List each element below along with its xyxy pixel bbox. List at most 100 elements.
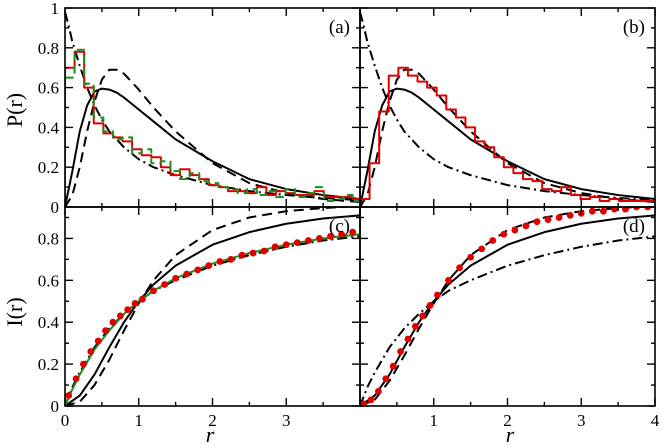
data-point-d-14	[478, 245, 486, 253]
data-point-c-1	[72, 375, 80, 383]
data-point-d-12	[456, 264, 463, 272]
panel-label-c: (c)	[329, 216, 350, 237]
series-a-solid	[65, 87, 360, 207]
data-point-d-8	[419, 312, 427, 320]
data-point-d-2	[375, 387, 382, 395]
y-tick-label-c-1: 0.2	[38, 355, 59, 374]
data-point-d-19	[533, 218, 541, 226]
data-point-d-28	[633, 207, 640, 211]
data-point-c-0	[65, 392, 73, 399]
series-group-a	[65, 11, 360, 207]
data-point-d-16	[500, 230, 508, 238]
data-point-d-21	[555, 214, 563, 221]
data-point-c-13	[172, 274, 180, 282]
x-tick-label-d-1: 2	[503, 411, 512, 430]
data-point-d-7	[411, 323, 419, 330]
y-tick-label-a-3: 0.6	[38, 79, 59, 98]
panel-label-a: (a)	[329, 17, 350, 38]
series-group-d	[360, 207, 655, 406]
series-b-histogram-red	[360, 66, 655, 207]
data-point-d-4	[389, 362, 397, 370]
series-b-solid	[360, 87, 655, 207]
x-tick-label-c-0: 0	[61, 411, 70, 430]
series-a-histogram-red	[65, 50, 360, 207]
data-point-c-10	[139, 295, 146, 303]
frame-d	[359, 206, 656, 407]
ticks-d	[359, 207, 656, 407]
y-axis-title-bottom: I(r)	[2, 297, 27, 326]
data-point-c-27	[327, 232, 334, 240]
panels: 0 0.2 0.4 0.6 0.8 1 (a) (b) 0 0.2 0.4 0.6 0.8 0 1 2 3 (c)…	[38, 0, 660, 430]
series-a-histogram-green	[65, 48, 360, 207]
x-tick-label-c-3: 3	[282, 411, 291, 430]
data-point-d-15	[489, 237, 497, 244]
data-point-d-29	[644, 207, 652, 211]
x-axis-title-right: r	[506, 422, 515, 447]
data-point-d-18	[522, 222, 530, 230]
x-axis-title-left: r	[206, 422, 215, 447]
data-point-d-26	[611, 207, 618, 213]
y-tick-label-a-2: 0.4	[38, 118, 60, 137]
data-point-c-22	[271, 243, 279, 251]
data-point-c-9	[131, 299, 139, 307]
x-tick-label-d-2: 3	[577, 411, 586, 430]
panel-c: 0 0.2 0.4 0.6 0.8 0 1 2 3 (c)	[38, 206, 361, 430]
x-tick-label-c-1: 1	[135, 411, 144, 430]
data-point-d-24	[588, 207, 596, 215]
y-tick-label-a-5: 1	[51, 0, 60, 18]
data-point-c-2	[80, 360, 87, 368]
data-point-c-24	[293, 239, 301, 247]
data-point-c-6	[109, 318, 117, 326]
y-tick-label-a-1: 0.2	[38, 158, 59, 177]
panel-a: 0 0.2 0.4 0.6 0.8 1 (a)	[38, 0, 361, 217]
series-c-green-line	[65, 233, 360, 406]
series-d-dash-dot	[360, 235, 655, 406]
data-point-d-0	[360, 400, 368, 406]
ticks-b	[359, 7, 656, 208]
series-group-b	[360, 11, 655, 207]
y-tick-label-c-4: 0.8	[38, 229, 59, 248]
frame-c	[64, 206, 361, 407]
y-tick-label-c-0: 0	[51, 397, 60, 416]
data-point-c-5	[102, 327, 109, 334]
panel-b: (b)	[359, 7, 656, 208]
series-b-dash-dot	[360, 11, 655, 202]
data-point-c-11	[150, 287, 157, 295]
data-point-c-19	[238, 251, 246, 259]
series-c-red-points	[65, 228, 357, 399]
series-a-dash-dot	[65, 11, 360, 202]
data-point-c-8	[124, 306, 132, 314]
x-tick-label-d-0: 1	[430, 411, 439, 430]
data-point-d-10	[434, 291, 441, 299]
panel-label-d: (d)	[623, 216, 645, 237]
panel-label-b: (b)	[623, 17, 645, 38]
y-tick-label-a-4: 0.8	[38, 39, 59, 58]
data-point-c-23	[282, 241, 290, 249]
panel-d: 1 2 3 4 (d)	[359, 206, 660, 430]
data-point-d-22	[566, 211, 574, 219]
data-point-d-27	[622, 207, 629, 213]
data-point-c-17	[216, 258, 224, 265]
series-c-dash-dot	[65, 235, 360, 406]
data-point-c-7	[116, 312, 124, 320]
series-c-solid	[65, 214, 360, 406]
series-d-dashed	[360, 207, 655, 406]
y-axis-title-top: P(r)	[2, 93, 27, 127]
frame-a	[64, 7, 361, 208]
x-tick-label-c-2: 2	[208, 411, 217, 430]
y-tick-label-c-2: 0.4	[38, 313, 60, 332]
data-point-d-5	[397, 348, 404, 355]
y-tick-label-a-0: 0	[51, 198, 60, 217]
data-point-c-25	[304, 237, 312, 244]
data-point-c-20	[249, 249, 257, 257]
data-point-c-4	[94, 337, 102, 345]
ticks-a	[64, 7, 361, 208]
data-point-c-14	[183, 270, 191, 278]
series-c-dashed	[65, 207, 360, 406]
data-point-d-9	[426, 302, 434, 309]
frame-b	[359, 7, 656, 208]
data-point-d-25	[599, 207, 607, 215]
data-point-c-15	[194, 266, 202, 274]
data-point-d-1	[367, 396, 375, 404]
data-point-d-13	[467, 253, 475, 261]
